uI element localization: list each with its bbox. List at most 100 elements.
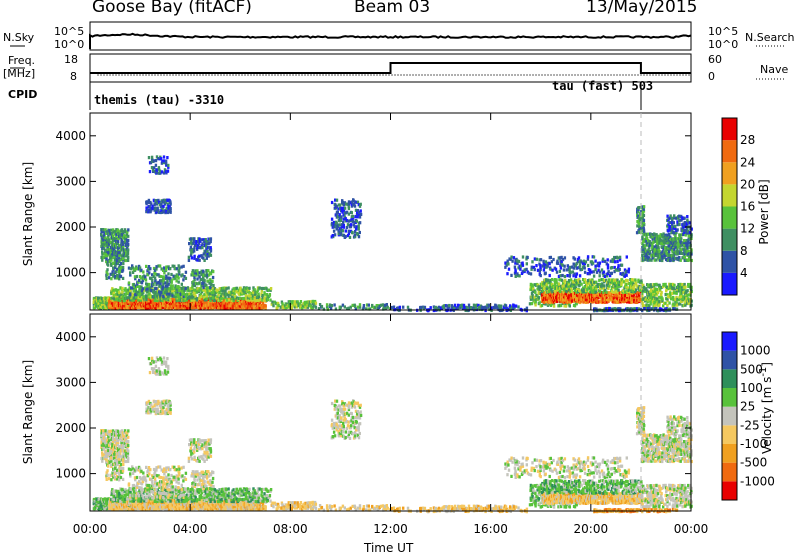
power-cell [112,289,114,292]
power-cell [255,299,257,302]
power-cell [206,286,208,289]
power-cell [188,256,190,259]
power-cell [148,283,150,286]
power-cell [101,250,103,253]
power-cell [352,215,354,218]
power-cell [181,283,183,286]
power-cell [127,248,129,251]
power-cell [621,264,623,267]
power-cell [531,260,533,263]
power-cell [148,156,150,159]
power-cell [184,287,186,290]
power-cell [133,283,135,286]
power-cell [344,207,346,210]
power-cell [121,291,123,294]
power-cell [448,304,450,307]
power-cell [203,279,205,282]
power-cell [569,271,571,274]
power-cell [162,295,164,298]
power-cell [556,260,558,263]
power-cell [354,233,356,236]
power-cell [686,289,688,292]
power-cell [684,286,686,289]
power-cell [165,265,167,268]
power-cell [566,274,568,277]
power-cell [530,272,532,275]
power-cell [106,268,108,271]
power-cell [631,278,633,281]
power-cell [120,266,122,269]
power-cell [505,304,507,307]
power-cell [424,306,426,309]
power-cell [515,305,517,308]
power-cell [686,215,688,218]
power-cell [117,229,119,232]
power-cell [617,264,619,267]
power-cell [148,292,150,295]
power-cell [270,287,272,290]
power-cell [643,219,645,222]
power-cell [548,290,550,293]
power-cell [185,295,187,298]
power-cell [269,293,271,296]
power-cell [151,279,153,282]
power-cell [593,255,595,258]
power-cell [121,287,123,290]
power-cell [128,281,130,284]
power-cell [159,282,161,285]
power-cell [210,246,212,249]
power-cell [559,290,561,293]
power-cell [686,294,688,297]
power-cell [162,283,164,286]
power-cell [110,262,112,265]
power-cell [169,299,171,302]
power-cell [271,301,273,304]
power-cell [130,267,132,270]
power-cell [175,279,177,282]
power-cell [674,225,676,228]
freq-line [90,63,691,73]
power-cell [463,304,465,307]
power-cell [522,255,524,258]
power-cell [281,302,283,305]
power-cell [172,284,174,287]
power-cell [168,287,170,290]
power-cell [138,293,140,296]
power-cell [104,228,106,231]
power-cell [142,287,144,290]
power-cell [242,297,244,300]
power-cell [166,156,168,159]
power-cell [671,217,673,220]
power-cell [531,283,533,286]
power-cell [170,273,172,276]
power-cell [182,265,184,268]
power-cell [136,275,138,278]
power-cell [571,290,573,293]
power-cell [564,275,566,278]
power-cell [661,297,663,300]
power-cell [673,214,675,217]
power-cell [619,256,621,259]
power-cell [626,255,628,258]
power-cell [673,287,675,290]
power-cell [566,268,568,271]
power-cell [518,274,520,277]
power-cell [210,254,212,257]
power-cell [511,260,513,263]
power-cell [506,272,508,275]
power-cell [635,289,637,292]
power-cell [359,231,361,234]
power-cell [144,275,146,278]
power-cell [201,246,203,249]
power-cell [193,240,195,243]
power-cell [569,304,571,307]
power-cell [549,268,551,271]
power-cell [673,221,675,224]
power-cell [687,283,689,286]
power-cell [263,291,265,294]
power-cell [590,271,592,274]
power-cell [657,246,659,249]
power-cell [106,273,108,276]
power-cell [508,268,510,271]
power-cell [343,224,345,227]
